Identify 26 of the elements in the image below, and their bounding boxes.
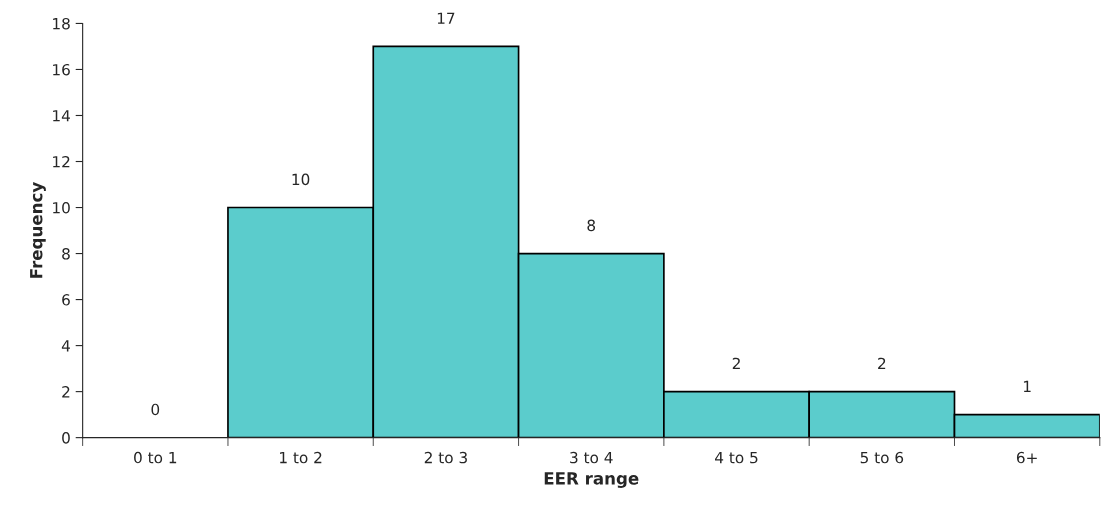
y-tick-label: 16 — [53, 63, 70, 76]
y-tick-label: 12 — [53, 155, 70, 168]
y-tick-label: 4 — [61, 340, 70, 352]
x-tick-label: 4 to 5 — [715, 452, 758, 464]
x-tick-label: 0 to 1 — [134, 451, 177, 464]
data-label: 10 — [292, 173, 310, 186]
x-tick-label: 3 to 4 — [570, 451, 613, 464]
data-label: 17 — [437, 12, 455, 24]
y-tick-label: 14 — [53, 110, 70, 122]
data-label: 0 — [151, 403, 160, 416]
y-tick-label: 2 — [62, 386, 70, 398]
y-tick-label: 0 — [62, 432, 70, 444]
data-label: 1 — [1023, 380, 1031, 393]
x-tick-label: 6+ — [1016, 451, 1037, 464]
x-tick-label: 1 to 2 — [280, 451, 322, 464]
y-tick-label: 10 — [53, 202, 70, 214]
data-label: 2 — [732, 357, 740, 369]
x-axis-title: EER range — [544, 472, 639, 488]
y-tick-label: 6 — [62, 294, 70, 306]
data-label: 2 — [878, 357, 886, 369]
data-label: 8 — [587, 219, 596, 232]
x-tick-label: 2 to 3 — [424, 451, 467, 464]
y-axis-title: Frequency — [30, 182, 46, 278]
y-tick-label: 18 — [53, 17, 70, 30]
y-tick-label: 8 — [62, 248, 70, 260]
x-tick-label: 5 to 6 — [860, 451, 904, 464]
